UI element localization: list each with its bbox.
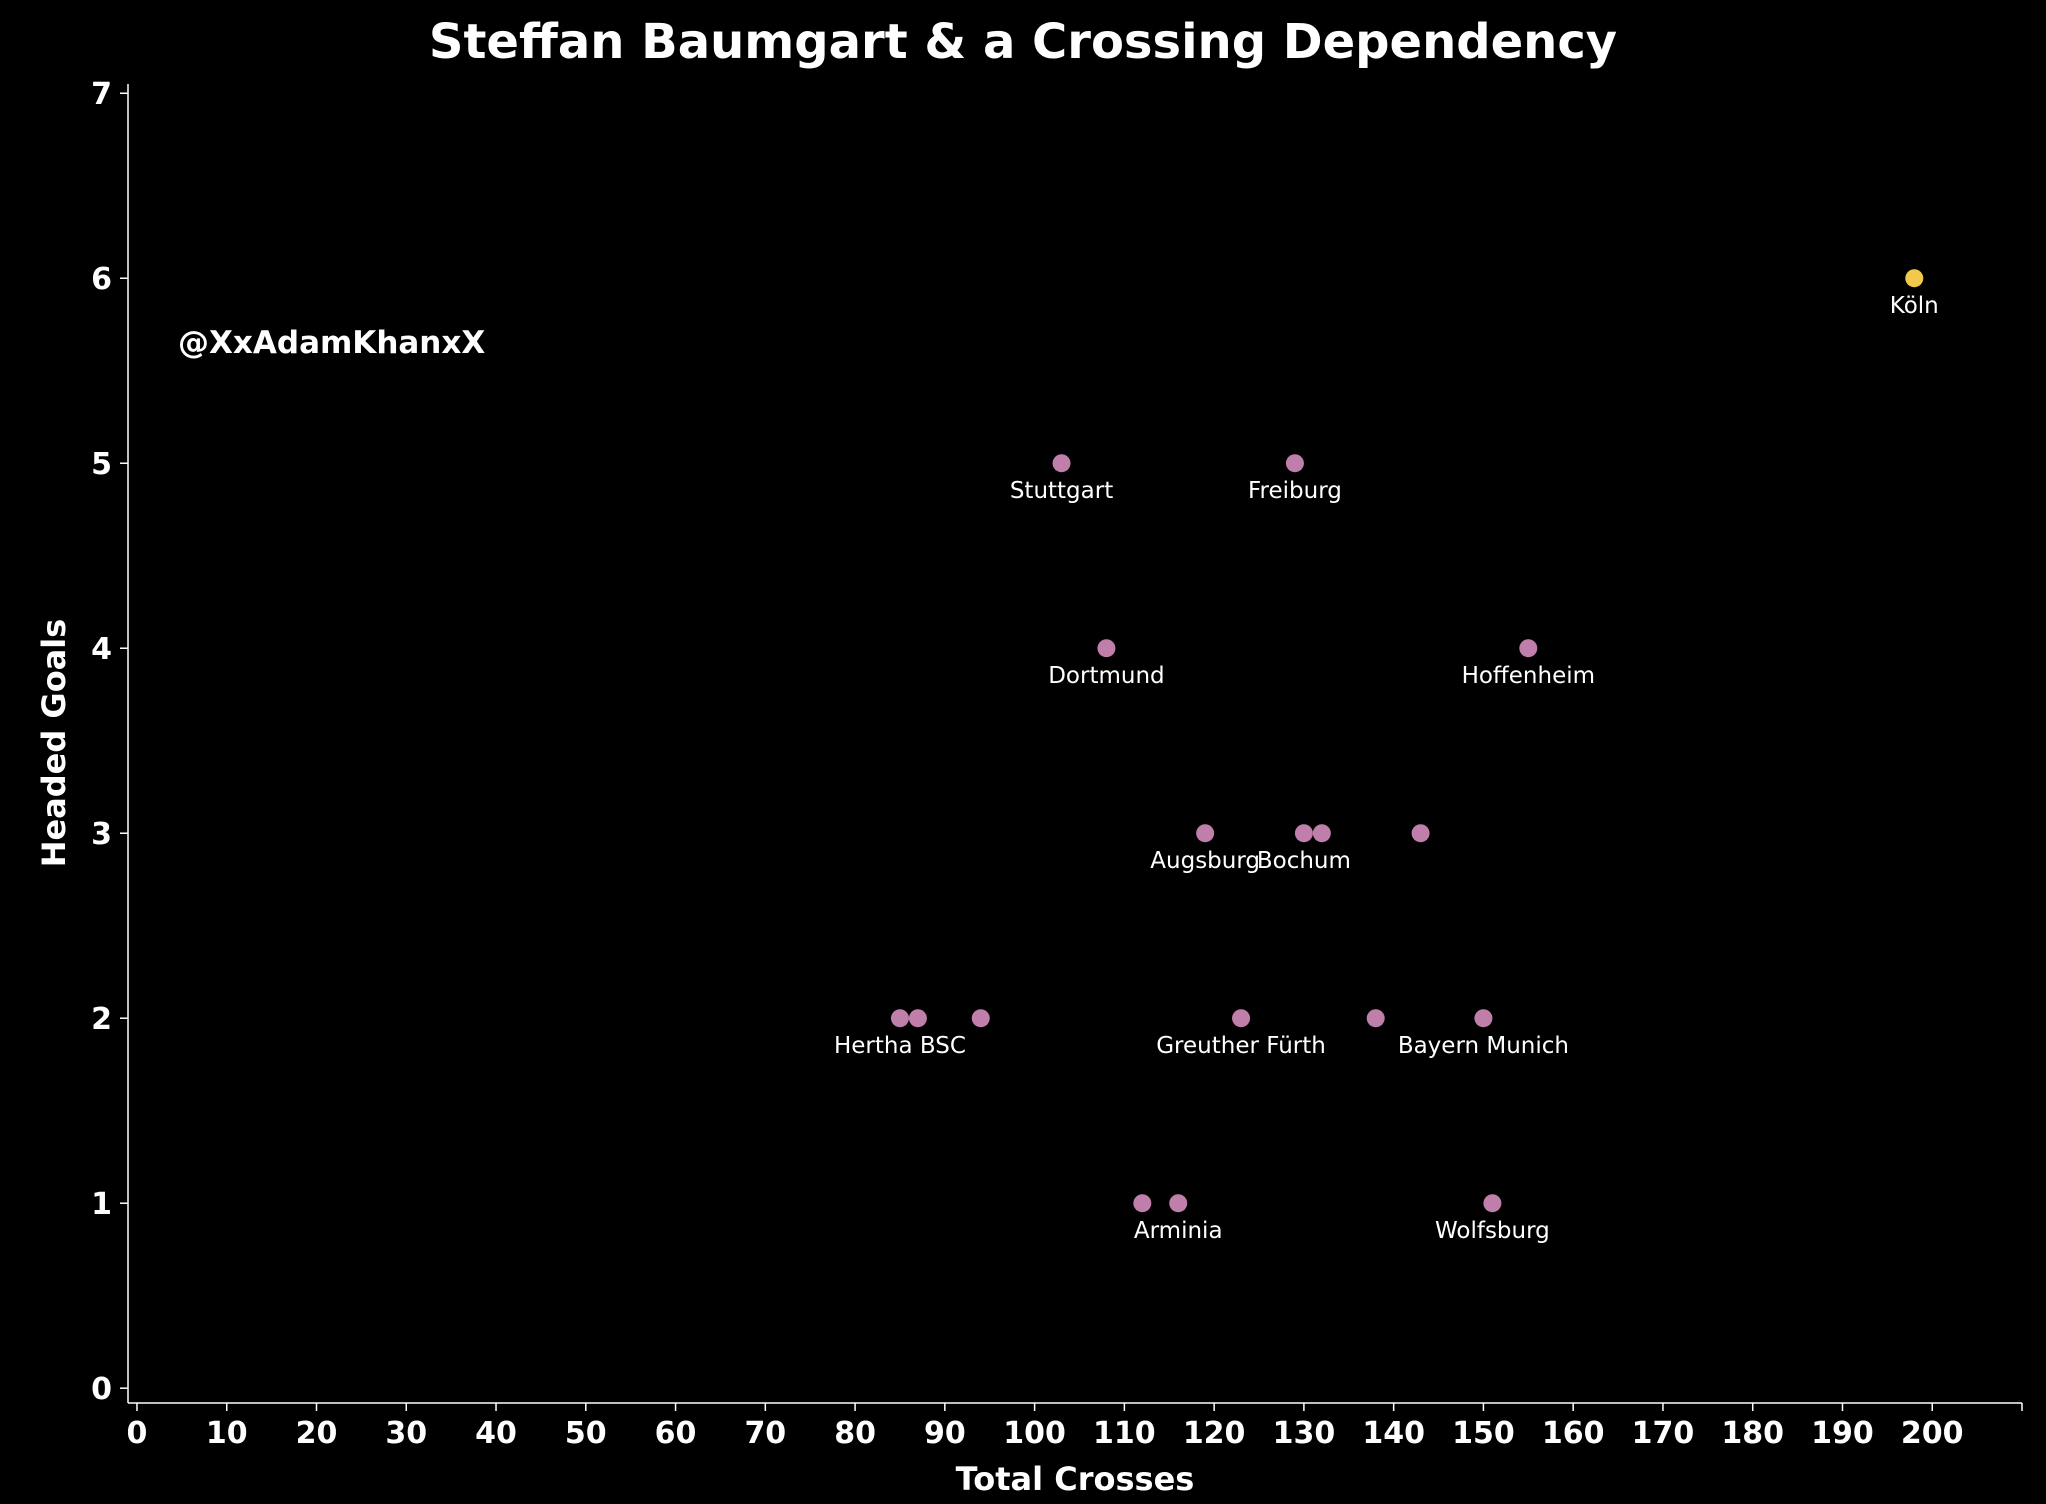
- data-point: [1052, 454, 1071, 473]
- x-tick-label: 120: [1183, 1416, 1246, 1451]
- data-point: [908, 1009, 927, 1028]
- data-point-labels: Köln Stuttgart Freiburg Dortmund Hoffenheim A…: [834, 293, 1939, 1244]
- x-tick-label: 140: [1362, 1416, 1425, 1451]
- x-tick-label: 130: [1273, 1416, 1336, 1451]
- x-tick-label: 20: [296, 1416, 338, 1451]
- x-tick-label: 170: [1632, 1416, 1695, 1451]
- x-tick-label: 180: [1721, 1416, 1784, 1451]
- data-point: [1232, 1009, 1251, 1028]
- x-tick-label: 0: [127, 1416, 148, 1451]
- point-label: Bayern Munich: [1398, 1033, 1569, 1059]
- point-label: Freiburg: [1248, 478, 1342, 504]
- data-point: [1483, 1194, 1502, 1213]
- axes: [127, 84, 2022, 1404]
- data-point: [971, 1009, 990, 1028]
- y-tick-label: 1: [91, 1187, 112, 1222]
- x-tick-label: 150: [1452, 1416, 1515, 1451]
- data-point: [1097, 639, 1116, 658]
- point-label: Hertha BSC: [834, 1033, 966, 1059]
- y-axis-label: Headed Goals: [35, 619, 73, 868]
- x-tick-label: 80: [834, 1416, 876, 1451]
- x-tick-label: 90: [924, 1416, 966, 1451]
- x-tick-label: 190: [1811, 1416, 1874, 1451]
- point-label: Stuttgart: [1010, 478, 1113, 504]
- y-tick-label: 5: [91, 447, 112, 482]
- x-tick-label: 40: [475, 1416, 517, 1451]
- data-point: [1133, 1194, 1152, 1213]
- x-tick-label: 160: [1542, 1416, 1605, 1451]
- x-tick-label: 60: [655, 1416, 697, 1451]
- point-label: Arminia: [1134, 1218, 1223, 1244]
- point-label: Augsburg: [1150, 848, 1260, 874]
- y-tick-label: 0: [91, 1372, 112, 1407]
- y-tick-label: 6: [91, 262, 112, 297]
- x-tick-label: 200: [1901, 1416, 1964, 1451]
- y-ticks: 0 1 2 3 4 5 6 7: [91, 77, 128, 1407]
- x-tick-label: 50: [565, 1416, 607, 1451]
- point-label: Hoffenheim: [1462, 663, 1595, 689]
- x-tick-label: 10: [206, 1416, 248, 1451]
- data-point: [1285, 454, 1304, 473]
- point-label: Wolfsburg: [1435, 1218, 1550, 1244]
- data-point: [1294, 824, 1313, 843]
- x-tick-label: 100: [1003, 1416, 1066, 1451]
- data-point: [1411, 824, 1430, 843]
- data-point: [1366, 1009, 1385, 1028]
- x-axis-label: Total Crosses: [956, 1460, 1195, 1498]
- y-tick-label: 7: [91, 77, 112, 112]
- point-label: Greuther Fürth: [1156, 1033, 1326, 1059]
- point-label: Dortmund: [1048, 663, 1164, 689]
- data-point: [1519, 639, 1538, 658]
- data-point: [1312, 824, 1331, 843]
- data-point: [1169, 1194, 1188, 1213]
- data-point: [1196, 824, 1215, 843]
- chart-title: Steffan Baumgart & a Crossing Dependency: [429, 14, 1617, 70]
- data-point: [1474, 1009, 1493, 1028]
- data-points: [890, 269, 1924, 1213]
- x-tick-label: 30: [385, 1416, 427, 1451]
- y-tick-label: 3: [91, 817, 112, 852]
- y-tick-label: 4: [91, 632, 112, 667]
- watermark: @XxAdamKhanxX: [178, 325, 485, 361]
- point-label: Bochum: [1257, 848, 1351, 874]
- highlight-point: [1905, 269, 1924, 288]
- x-tick-label: 110: [1093, 1416, 1156, 1451]
- y-tick-label: 2: [91, 1002, 112, 1037]
- x-ticks: 0 10 20 30 40 50 60 70 80 90 100 110 120 130 140 150 160…: [127, 1403, 2023, 1451]
- data-point: [890, 1009, 909, 1028]
- point-label: Köln: [1890, 293, 1939, 319]
- x-tick-label: 70: [744, 1416, 786, 1451]
